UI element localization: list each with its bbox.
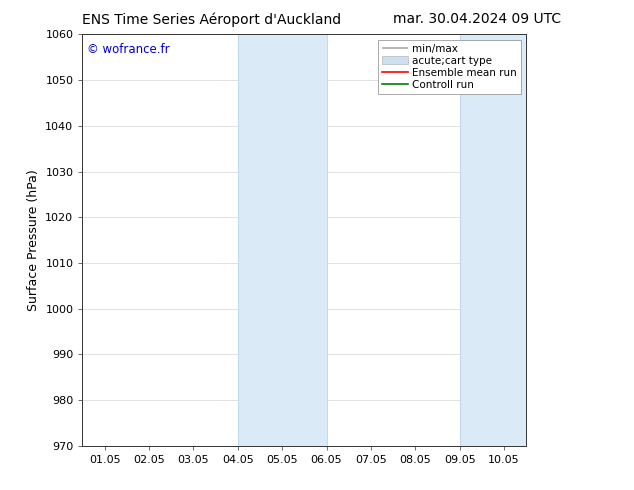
Bar xyxy=(238,34,327,446)
Legend: min/max, acute;cart type, Ensemble mean run, Controll run: min/max, acute;cart type, Ensemble mean … xyxy=(378,40,521,94)
Bar xyxy=(460,34,526,446)
Text: mar. 30.04.2024 09 UTC: mar. 30.04.2024 09 UTC xyxy=(393,12,561,26)
Y-axis label: Surface Pressure (hPa): Surface Pressure (hPa) xyxy=(27,169,40,311)
Text: © wofrance.fr: © wofrance.fr xyxy=(87,43,169,55)
Text: ENS Time Series Aéroport d'Auckland: ENS Time Series Aéroport d'Auckland xyxy=(82,12,342,27)
